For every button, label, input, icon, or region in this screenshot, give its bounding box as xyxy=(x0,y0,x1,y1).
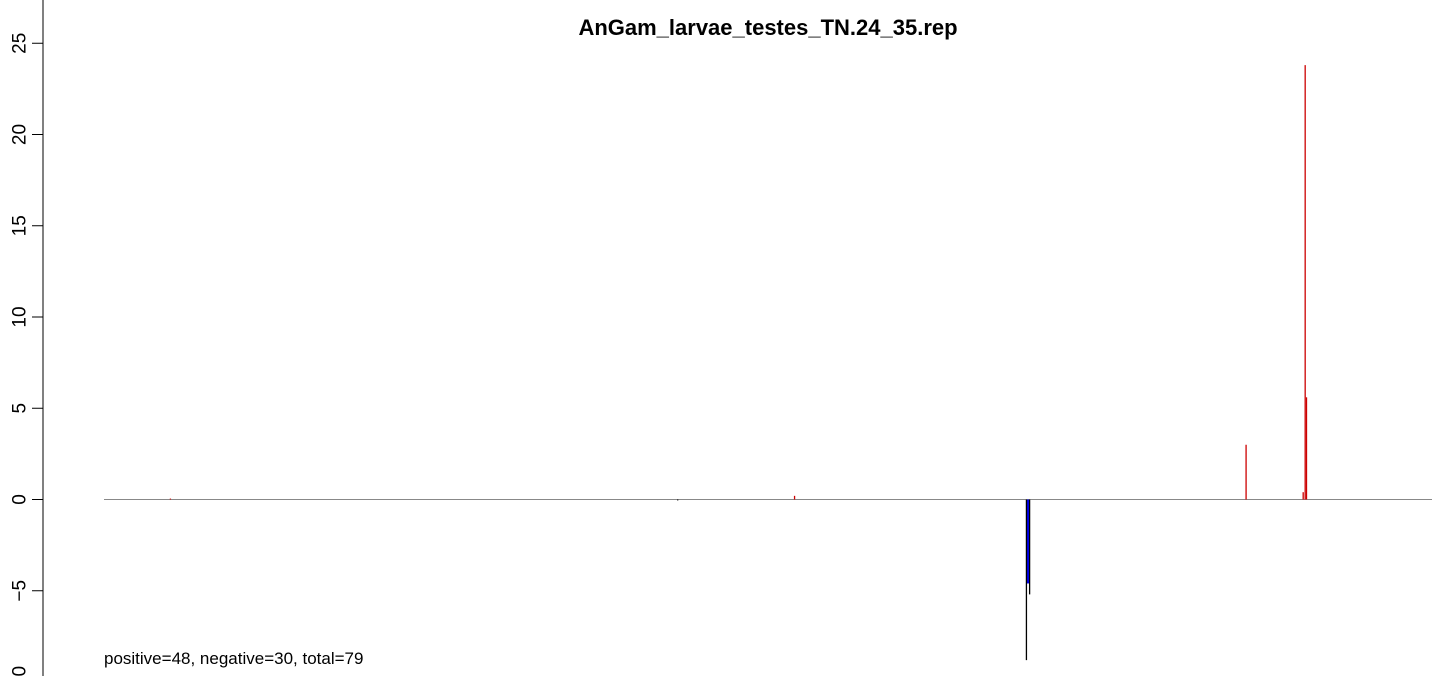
y-tick-label: 15 xyxy=(10,215,31,236)
y-tick-label: 0 xyxy=(10,494,31,505)
y-axis-ticks: −10 −5 0 5 10 15 20 25 xyxy=(10,33,43,676)
y-tick-label: 10 xyxy=(10,306,31,327)
y-tick-label: −10 xyxy=(10,666,31,676)
y-tick-label: 25 xyxy=(10,33,31,54)
y-tick-label: −5 xyxy=(10,580,31,602)
chart-title: AnGam_larvae_testes_TN.24_35.rep xyxy=(578,15,957,40)
summary-annotation: positive=48, negative=30, total=79 xyxy=(104,649,363,668)
bars-group xyxy=(169,65,1308,661)
y-tick-label: 20 xyxy=(10,124,31,145)
y-tick-label: 5 xyxy=(10,403,31,414)
